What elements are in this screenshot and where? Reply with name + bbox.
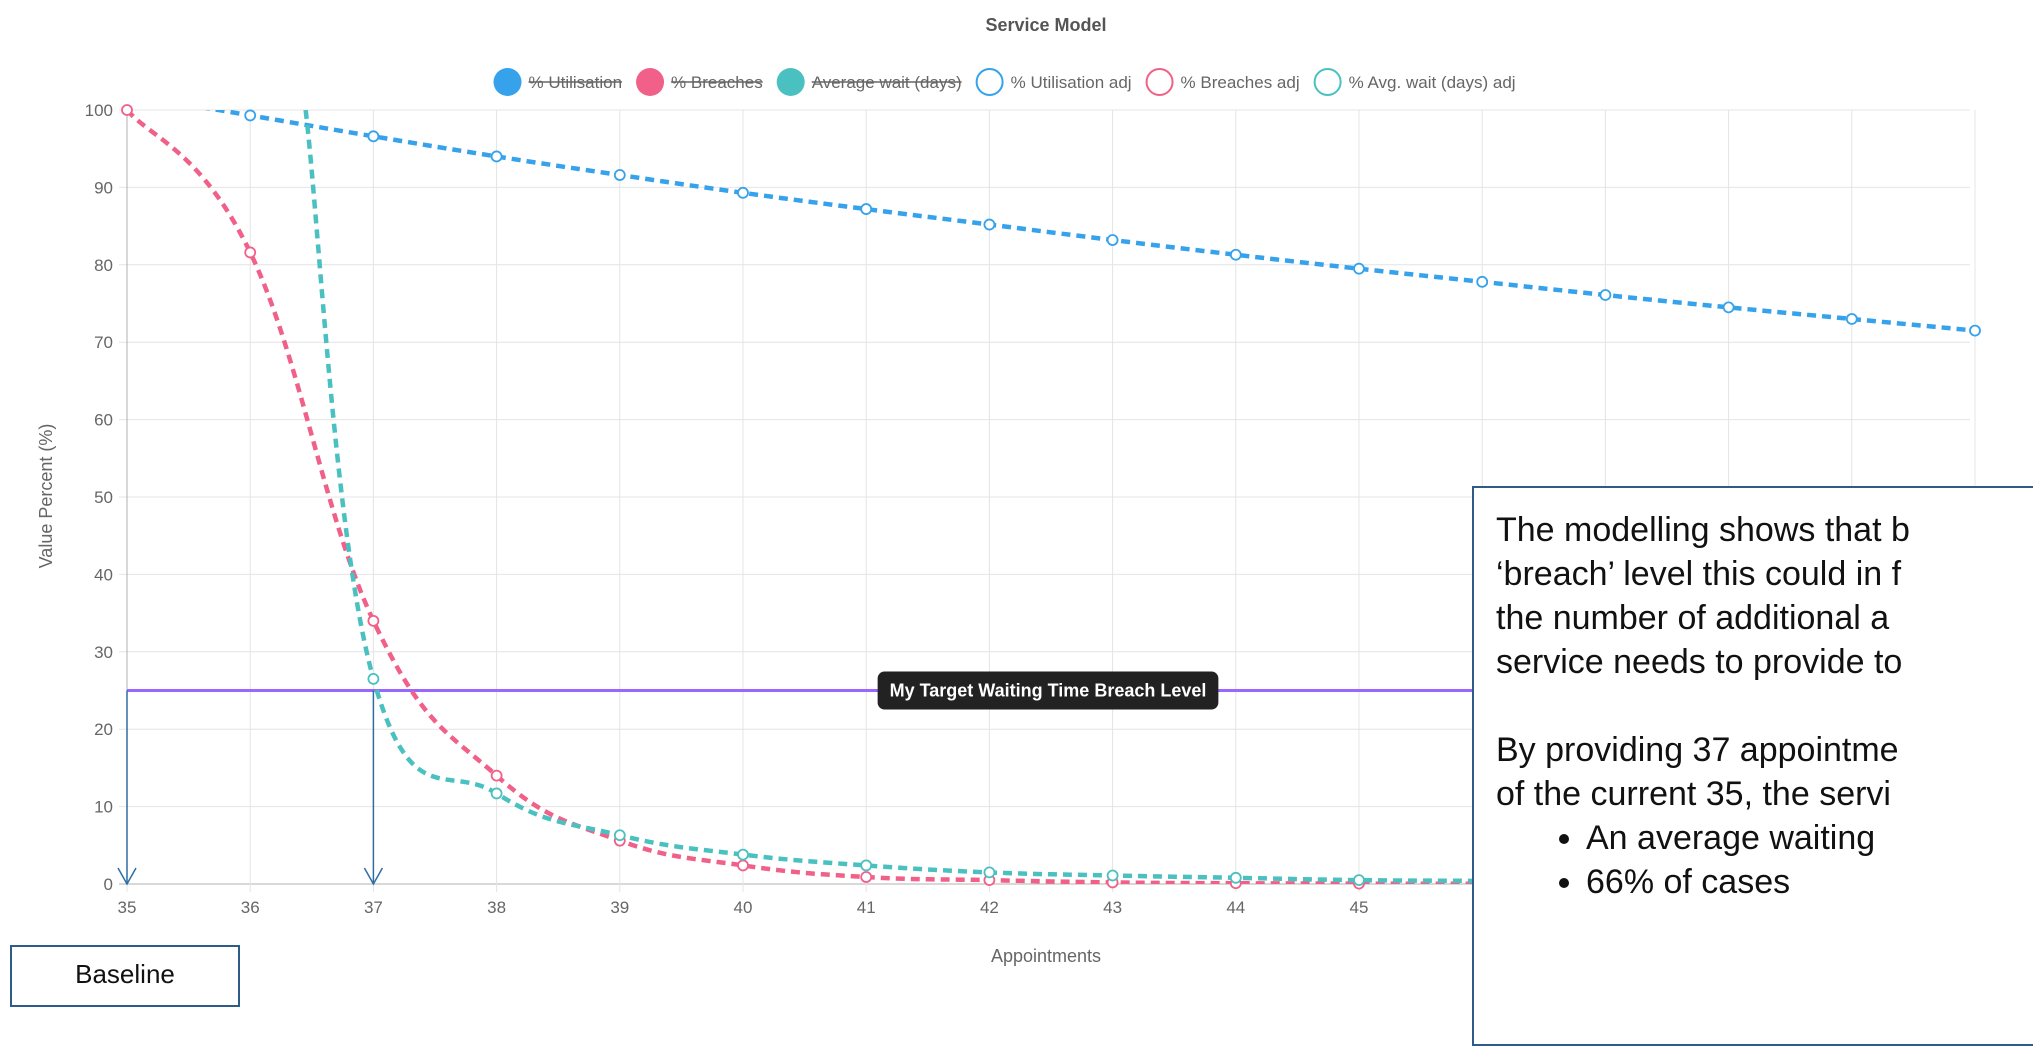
series-line [204, 110, 1970, 333]
data-point [1353, 262, 1365, 275]
data-point [860, 859, 873, 872]
info-line-2: ‘breach’ level this could in f [1496, 555, 1902, 593]
legend-item[interactable]: % Utilisation adj [975, 68, 1132, 96]
data-point [121, 104, 133, 116]
data-point [244, 246, 257, 259]
x-tick-label: 35 [118, 898, 137, 917]
y-tick-label: 10 [94, 798, 113, 817]
data-point [244, 109, 257, 122]
info-line-3: the number of additional a [1496, 599, 1890, 637]
info-gap [1496, 684, 2033, 728]
data-point [737, 848, 749, 861]
info-bullet-2: 66% of cases [1586, 860, 2033, 904]
y-axis-title: Value Percent (%) [36, 424, 56, 569]
info-line-5: By providing 37 appointme [1496, 731, 1899, 769]
data-point [860, 871, 873, 883]
x-tick-label: 38 [487, 898, 506, 917]
threshold-label-background [877, 671, 1219, 710]
data-point [490, 150, 503, 163]
threshold-label: My Target Waiting Time Breach Level [890, 681, 1207, 701]
down-arrow [363, 690, 384, 886]
data-point [737, 186, 749, 199]
legend-swatch [1145, 68, 1174, 96]
x-tick-label: 44 [1226, 898, 1245, 917]
x-tick-label: 40 [734, 898, 753, 917]
arrow-head [363, 867, 384, 886]
x-tick-label: 39 [610, 898, 629, 917]
y-axis-ticks: 0 10 20 30 40 50 60 70 80 90 100 [85, 101, 113, 894]
y-tick-label: 40 [94, 565, 113, 584]
y-tick-label: 100 [85, 101, 113, 120]
data-point [367, 672, 380, 685]
baseline-label: Baseline [75, 959, 175, 989]
x-tick-label: 45 [1350, 898, 1369, 917]
legend-item[interactable]: Average wait (days) [776, 68, 962, 96]
arrow-head [117, 867, 137, 886]
data-point [1106, 869, 1119, 882]
legend-label: % Avg. wait (days) adj [1349, 73, 1516, 92]
x-tick-label: 43 [1103, 898, 1122, 917]
legend-swatch [636, 68, 665, 96]
legend-label: % Utilisation adj [1011, 73, 1132, 92]
data-point [983, 866, 996, 879]
info-text-box: The modelling shows that b ‘breach’ leve… [1472, 486, 2033, 1046]
legend-swatch [975, 68, 1004, 96]
y-tick-label: 80 [94, 256, 113, 275]
data-point [490, 769, 503, 782]
legend-swatch [1313, 68, 1342, 96]
data-point [490, 787, 503, 800]
data-point [1106, 234, 1119, 246]
legend-swatch [776, 68, 805, 96]
info-bullet-1: An average waiting [1586, 816, 2033, 860]
data-point [1476, 275, 1489, 288]
legend-label: % Breaches adj [1181, 73, 1300, 92]
data-point [613, 169, 626, 181]
y-tick-label: 90 [94, 178, 113, 197]
y-tick-label: 70 [94, 333, 113, 352]
data-point [1722, 301, 1735, 314]
data-point [983, 218, 996, 231]
data-point [1599, 289, 1612, 301]
service-model-chart: Service Model % Utilisation % Breaches Ave… [36, 15, 1981, 966]
chart-title: Service Model [985, 15, 1106, 35]
data-point [1229, 248, 1242, 261]
series-layer [121, 104, 1981, 890]
y-tick-label: 20 [94, 720, 113, 739]
x-tick-label: 41 [857, 898, 876, 917]
data-point [1845, 313, 1858, 325]
x-tick-label: 37 [364, 898, 383, 917]
down-arrow [117, 690, 137, 886]
data-point [737, 859, 749, 872]
legend-item[interactable]: % Breaches adj [1145, 68, 1300, 96]
x-tick-label: 42 [980, 898, 999, 917]
legend-swatch [493, 68, 522, 96]
y-tick-label: 50 [94, 488, 113, 507]
y-tick-label: 0 [104, 875, 113, 894]
x-tick-label: 36 [241, 898, 260, 917]
legend[interactable]: % Utilisation % Breaches Average wait (day… [493, 68, 1516, 96]
data-point [367, 130, 380, 143]
series-line [303, 110, 1970, 884]
legend-item[interactable]: % Avg. wait (days) adj [1313, 68, 1516, 96]
info-line-6: of the current 35, the servi [1496, 775, 1891, 813]
legend-item[interactable]: % Utilisation [493, 68, 623, 96]
data-point [613, 829, 626, 842]
data-point [860, 203, 873, 215]
x-axis-title: Appointments [991, 946, 1101, 966]
baseline-label-box: Baseline [10, 945, 240, 1007]
data-point [1229, 871, 1242, 884]
info-bullets: An average waiting 66% of cases [1496, 816, 2033, 904]
y-tick-label: 60 [94, 411, 113, 430]
info-line-1: The modelling shows that b [1496, 511, 1910, 549]
data-point [367, 614, 380, 627]
legend-item[interactable]: % Breaches [636, 68, 763, 96]
arrows-layer [117, 690, 384, 886]
y-tick-label: 30 [94, 643, 113, 662]
data-point [1969, 324, 1981, 337]
info-line-4: service needs to provide to [1496, 643, 1903, 681]
data-point [1353, 874, 1365, 887]
x-axis-ticks: 35363738394041424344454 [118, 898, 1487, 917]
